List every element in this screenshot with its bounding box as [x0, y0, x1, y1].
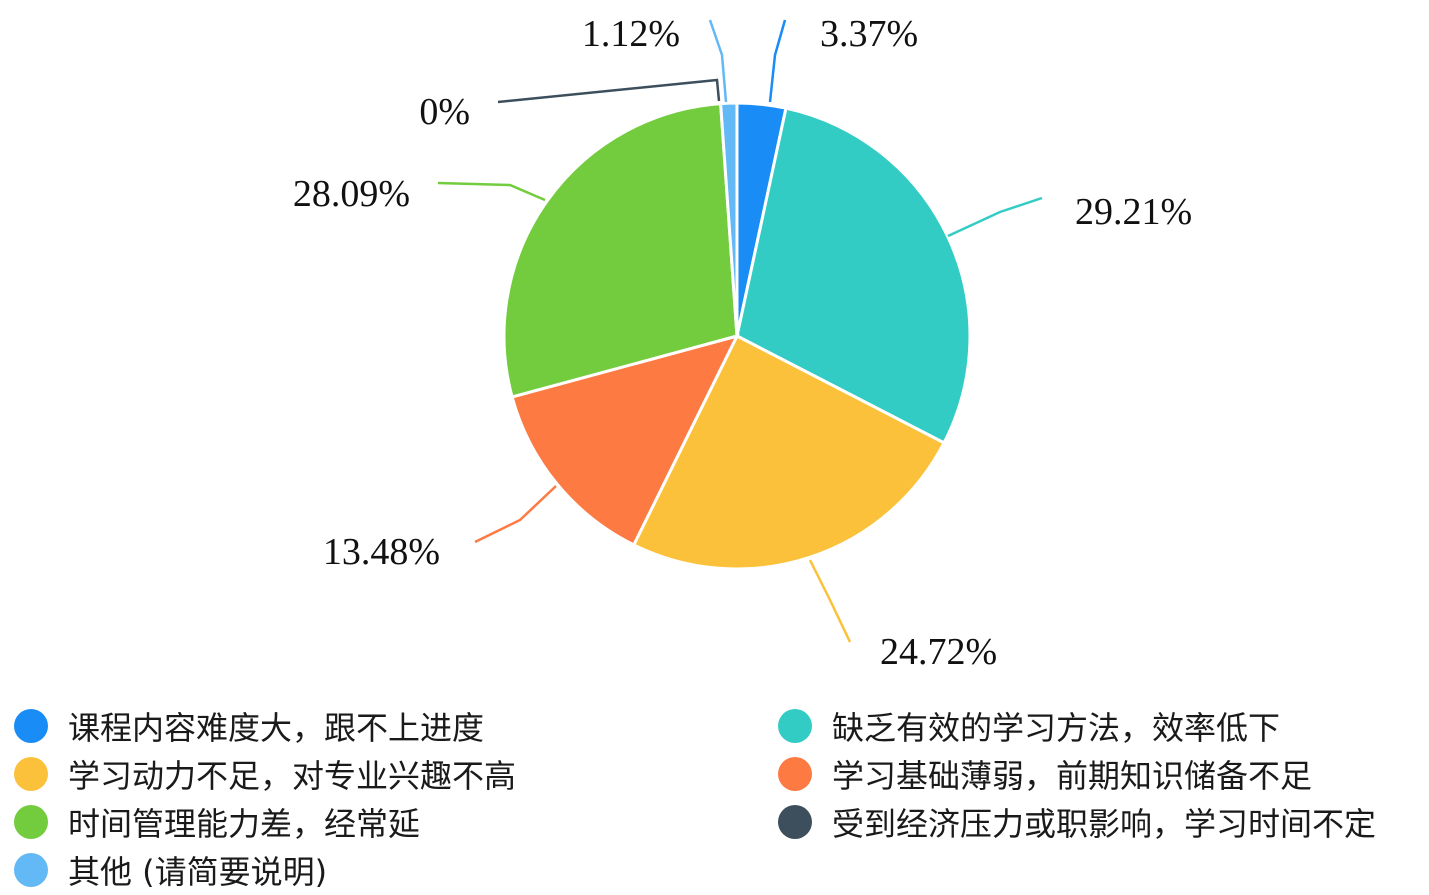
leader-line-7 — [708, 19, 728, 103]
legend-label: 缺乏有效的学习方法，效率低下 — [832, 709, 1281, 747]
pie-slice-2 — [735, 106, 972, 445]
legend-label: 学习动力不足，对专业兴趣不高 — [68, 757, 517, 795]
value-label-1: 3.37% — [820, 13, 918, 55]
pie-slices — [502, 101, 972, 571]
legend-swatch — [778, 757, 812, 791]
pie-slice-3 — [631, 333, 947, 571]
legend-swatch — [14, 709, 48, 743]
legend-item-7: 其他 (请简要说明) — [14, 850, 328, 891]
legend-item-1: 课程内容难度大，跟不上进度 — [14, 706, 485, 747]
legend-item-4: 学习基础薄弱，前期知识储备不足 — [778, 754, 1313, 795]
legend-label: 其他 (请简要说明) — [68, 853, 328, 891]
legend-item-3: 学习动力不足，对专业兴趣不高 — [14, 754, 517, 795]
pie-slice-5 — [502, 101, 739, 399]
value-label-6: 0% — [419, 91, 470, 133]
pie-slice-4 — [510, 333, 740, 547]
legend-label: 时间管理能力差，经常延 — [68, 805, 421, 843]
value-label-4: 13.48% — [323, 531, 440, 573]
legend-item-6: 受到经济压力或职影响，学习时间不定 — [778, 802, 1377, 843]
legend-swatch — [14, 853, 48, 887]
value-label-3: 24.72% — [880, 631, 997, 673]
legend-item-2: 缺乏有效的学习方法，效率低下 — [778, 706, 1281, 747]
leader-line-6 — [497, 78, 721, 104]
legend-swatch — [14, 757, 48, 791]
leader-line-2 — [947, 196, 1043, 238]
legend-label: 课程内容难度大，跟不上进度 — [68, 709, 485, 747]
pie-slice-7 — [719, 101, 739, 337]
legend-label: 学习基础薄弱，前期知识储备不足 — [832, 757, 1313, 795]
leader-lines — [437, 19, 1043, 643]
value-label-7: 1.12% — [582, 13, 680, 55]
leader-line-1 — [768, 19, 787, 103]
leader-line-5 — [437, 181, 546, 202]
value-label-2: 29.21% — [1075, 191, 1192, 233]
leader-line-3 — [808, 559, 852, 643]
legend-item-5: 时间管理能力差，经常延 — [14, 802, 421, 843]
legend-swatch — [778, 805, 812, 839]
legend-label: 受到经济压力或职影响，学习时间不定 — [832, 805, 1377, 843]
value-label-5: 28.09% — [293, 173, 410, 215]
legend-swatch — [778, 709, 812, 743]
legend-swatch — [14, 805, 48, 839]
leader-line-4 — [474, 485, 557, 544]
pie-chart: 3.37% 29.21% 24.72% 13.48% 28.09%0% 1.12% — [293, 13, 1192, 673]
value-labels: 3.37% 29.21% 24.72% 13.48% 28.09%0% 1.12% — [293, 13, 1192, 673]
